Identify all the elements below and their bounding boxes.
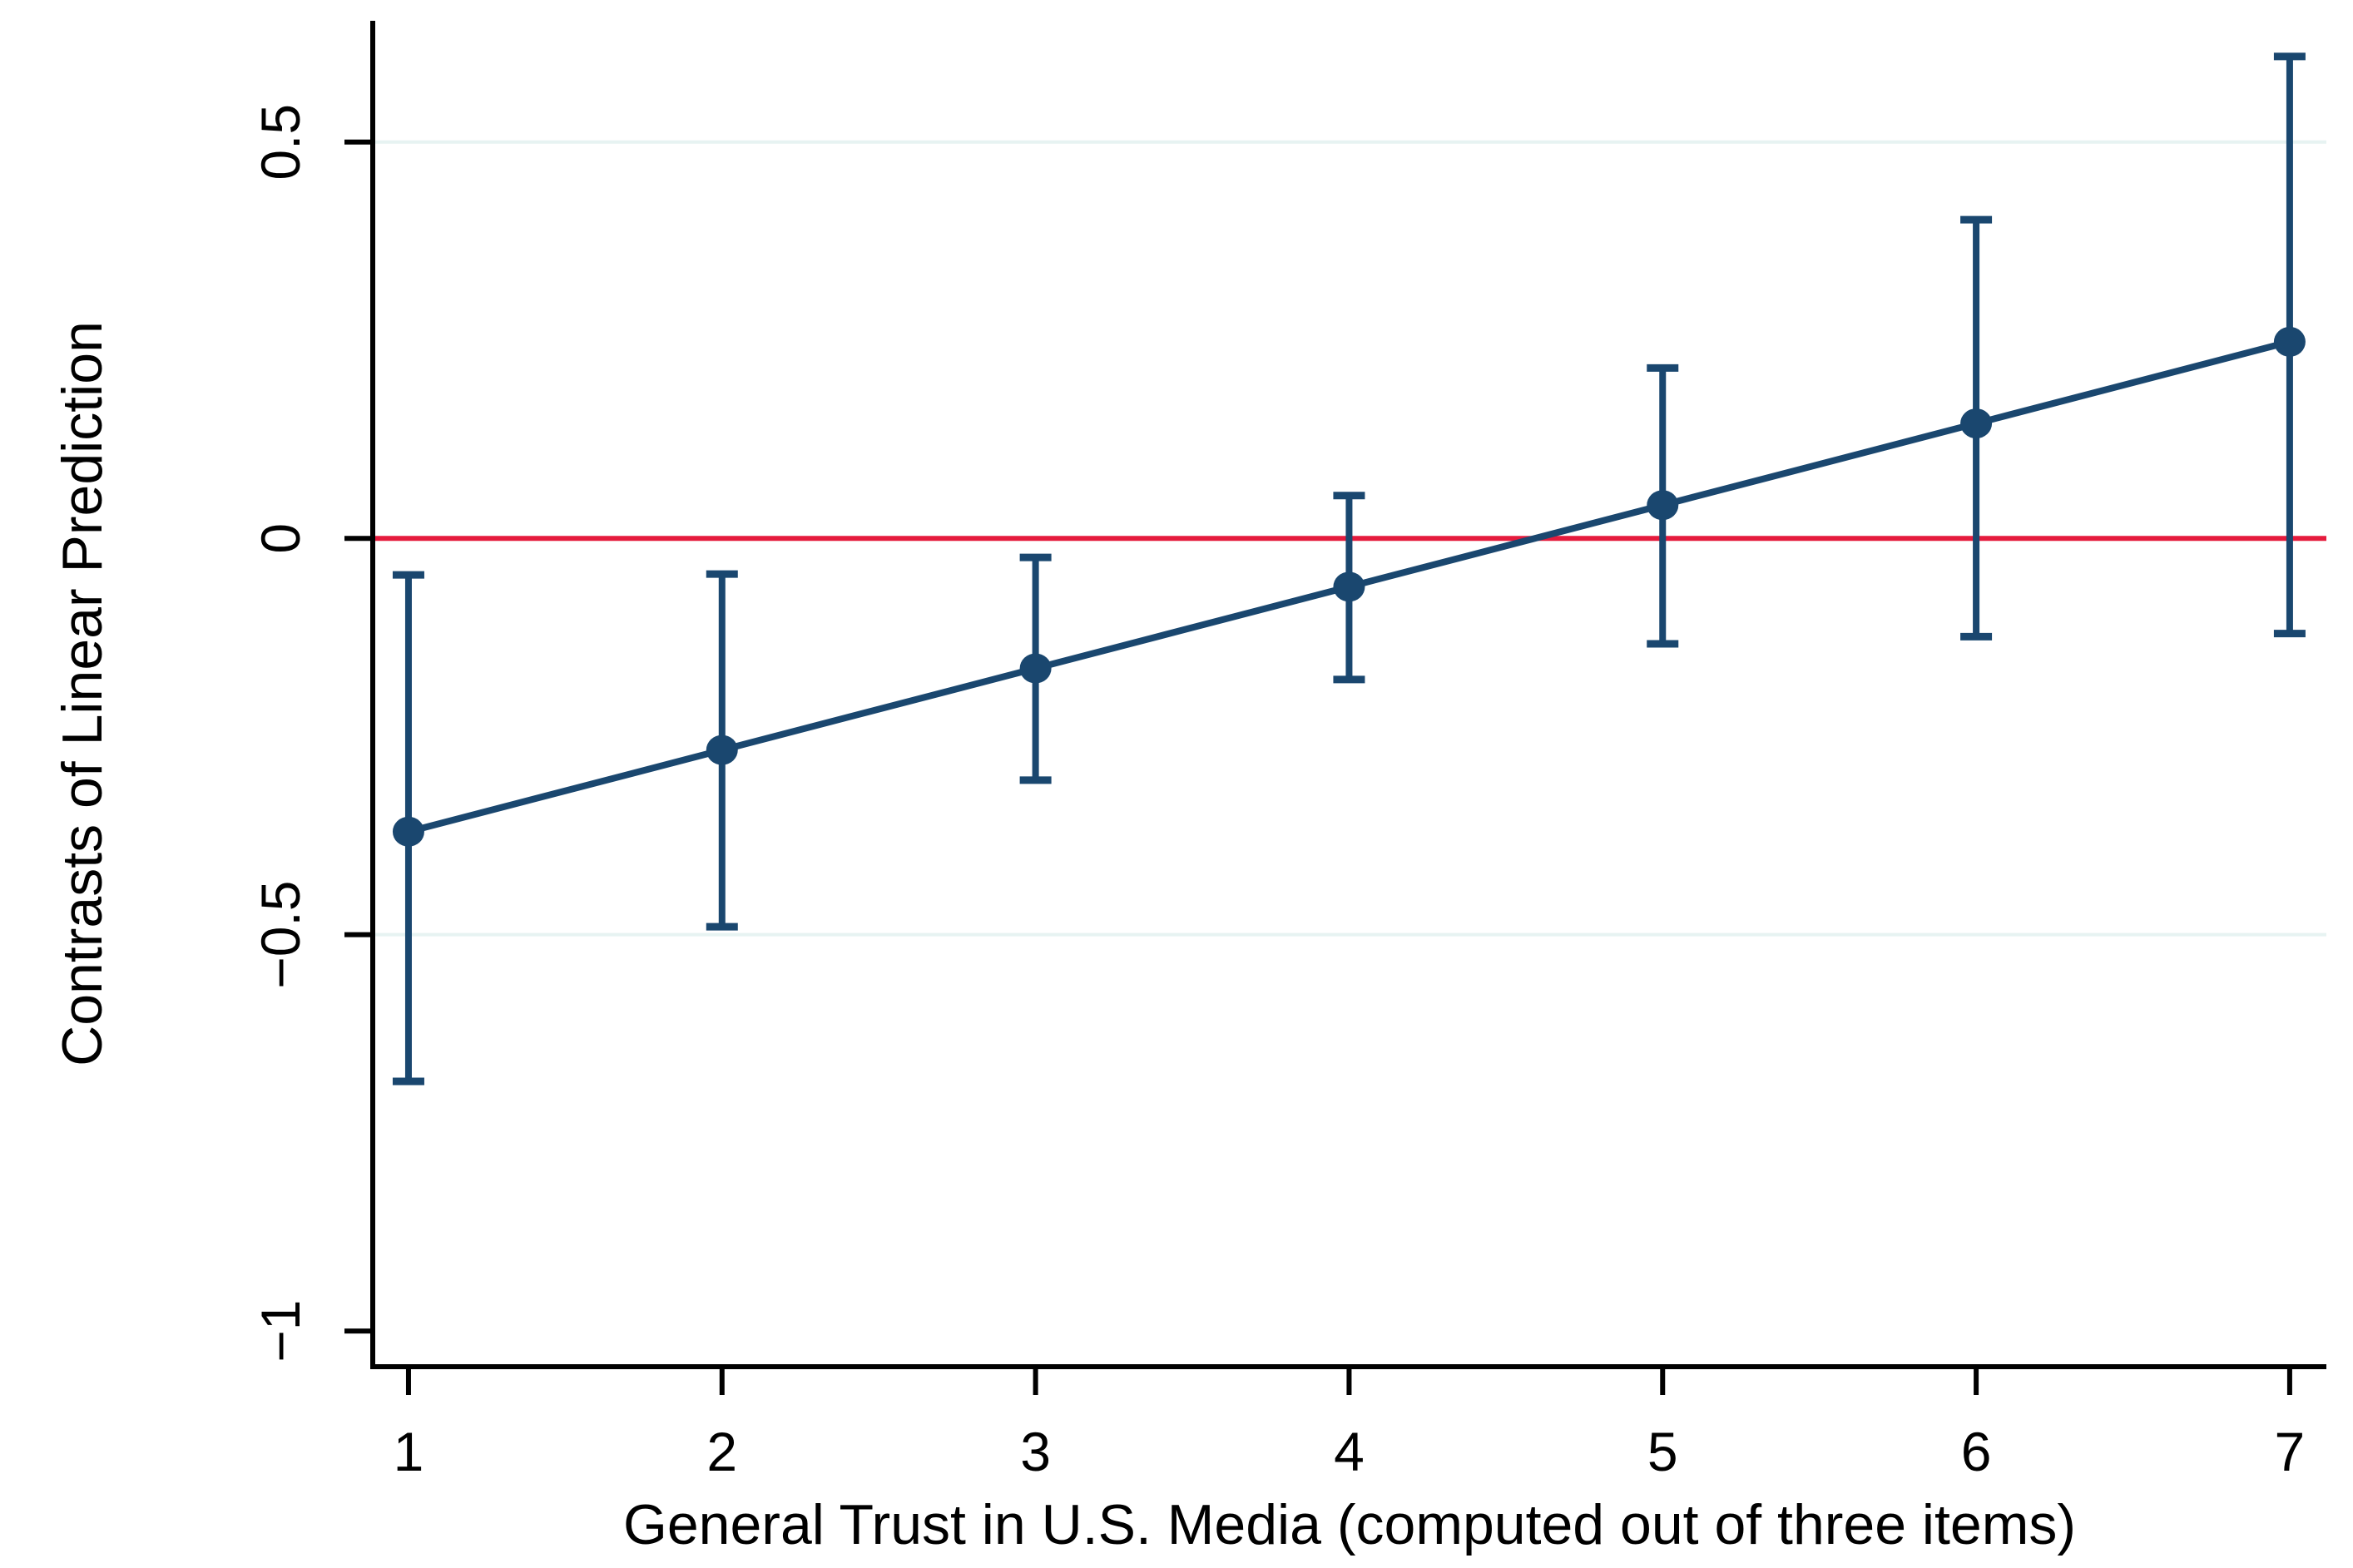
tick-labels-group: 0.5 0 −0.5 −1 1 2 3 4 5 6 7 [250, 104, 2305, 1482]
data-point [1019, 653, 1052, 684]
y-tick-label: −1 [250, 1299, 311, 1362]
x-tick-label: 1 [394, 1421, 424, 1482]
x-tick-label: 5 [1647, 1421, 1678, 1482]
x-tick-label: 6 [1961, 1421, 1992, 1482]
x-tick-label: 2 [706, 1421, 737, 1482]
y-tick-label: 0 [250, 523, 311, 554]
data-point [1647, 490, 1679, 521]
data-point [392, 816, 424, 847]
x-tick-label: 3 [1020, 1421, 1051, 1482]
y-tick-label: 0.5 [250, 104, 311, 181]
y-axis-title: Contrasts of Linear Prediction [51, 321, 114, 1066]
x-tick-label: 4 [1334, 1421, 1365, 1482]
series-group [392, 52, 2306, 1086]
data-point [706, 735, 738, 765]
data-point [1960, 408, 1993, 439]
data-point [1333, 571, 1365, 602]
data-point [2273, 326, 2306, 357]
x-tick-label: 7 [2275, 1421, 2306, 1482]
gridlines-group [373, 140, 2326, 937]
y-tick-label: −0.5 [250, 881, 311, 989]
x-axis-title: General Trust in U.S. Media (computed ou… [623, 1493, 2076, 1556]
axes-group [344, 21, 2326, 1395]
